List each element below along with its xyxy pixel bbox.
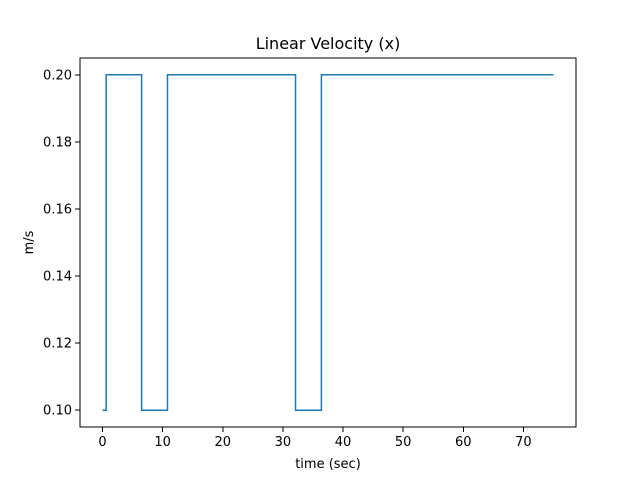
series-line bbox=[102, 74, 554, 411]
y-tick-label: 0.18 bbox=[43, 135, 72, 150]
x-tick-label: 60 bbox=[455, 435, 472, 450]
x-tick-label: 50 bbox=[395, 435, 412, 450]
y-tick-label: 0.16 bbox=[43, 202, 72, 217]
x-tick-label: 70 bbox=[515, 435, 532, 450]
y-axis-label: m/s bbox=[22, 230, 37, 254]
x-axis-label: time (sec) bbox=[295, 457, 361, 472]
chart-title: Linear Velocity (x) bbox=[256, 34, 401, 53]
y-tick-label: 0.14 bbox=[43, 270, 72, 285]
x-tick-label: 10 bbox=[154, 435, 171, 450]
x-tick-label: 0 bbox=[98, 435, 106, 450]
x-tick-label: 30 bbox=[275, 435, 292, 450]
y-tick-label: 0.10 bbox=[43, 404, 72, 419]
y-axis-ticks: 0.10 0.12 0.14 0.16 0.18 0.20 bbox=[43, 68, 80, 419]
x-tick-label: 20 bbox=[215, 435, 232, 450]
x-tick-label: 40 bbox=[335, 435, 352, 450]
y-tick-label: 0.20 bbox=[43, 68, 72, 83]
plot-frame bbox=[79, 57, 577, 428]
y-tick-label: 0.12 bbox=[43, 337, 72, 352]
x-axis-ticks: 0 10 20 30 40 50 60 70 bbox=[98, 427, 532, 450]
